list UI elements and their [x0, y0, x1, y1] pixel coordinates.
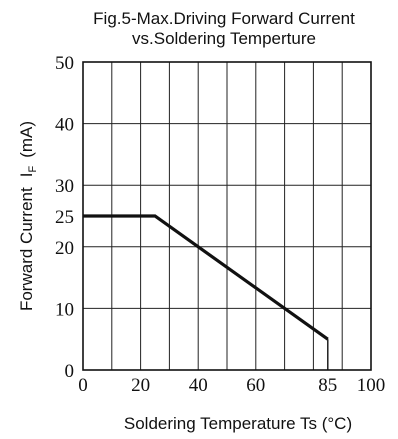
chart-title-line-2: vs.Soldering Temperture [132, 29, 316, 48]
x-tick-label-1: 20 [131, 375, 150, 396]
y-tick-label-5: 40 [55, 115, 74, 136]
x-tick-label-5: 100 [357, 375, 386, 396]
x-tick-label-2: 40 [189, 375, 208, 396]
x-axis-label: Soldering Temperature Ts (°C) [124, 414, 352, 433]
tick-labels: 0 20 40 60 85 100 0 10 20 25 30 40 50 [55, 53, 385, 396]
y-tick-label-3: 25 [55, 207, 74, 228]
chart-title-line-1: Fig.5-Max.Driving Forward Current [93, 9, 355, 28]
y-axis-label-symbol: I [17, 173, 36, 178]
x-tick-label-4: 85 [318, 375, 337, 396]
x-tick-label-0: 0 [78, 375, 88, 396]
y-tick-label-4: 30 [55, 176, 74, 197]
y-tick-label-1: 10 [55, 299, 74, 320]
y-axis-label: Forward Current IF (mA) [17, 121, 39, 311]
y-axis-label-main: Forward Current [17, 187, 36, 311]
series-layer [83, 214, 329, 370]
series-line-0 [83, 214, 329, 341]
y-tick-label-0: 0 [65, 361, 75, 382]
y-tick-label-6: 50 [55, 53, 74, 74]
y-axis-label-subscript: F [27, 166, 39, 173]
y-tick-label-2: 20 [55, 238, 74, 259]
x-tick-label-3: 60 [246, 375, 265, 396]
y-axis-label-unit: (mA) [17, 121, 36, 158]
